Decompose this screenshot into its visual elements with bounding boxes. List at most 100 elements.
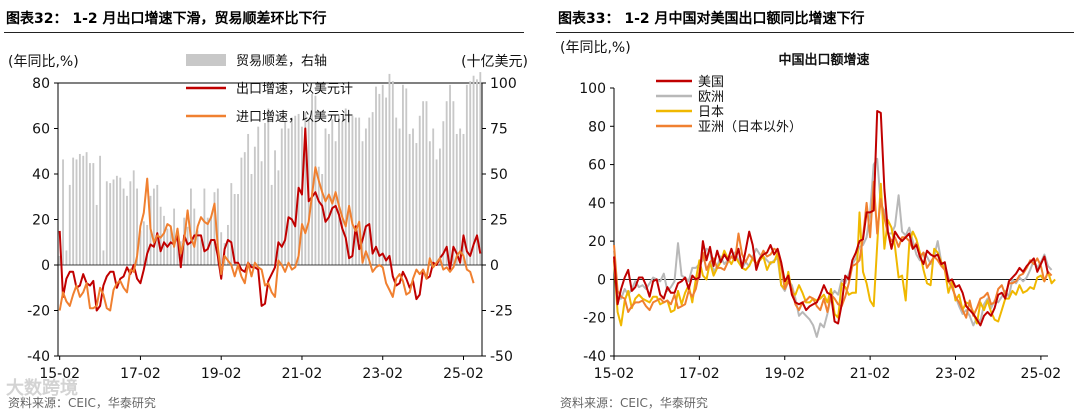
trade-balance-bar [459, 128, 462, 265]
trade-balance-bar [385, 97, 388, 265]
trade-balance-bar [469, 81, 472, 266]
series-line-3 [613, 180, 1053, 319]
y-tick-label: 80 [588, 119, 606, 135]
right-chart: (年同比,%) 中国出口额增速 -40 -20 0 20 40 60 80 100 15-02 17-… [560, 40, 1062, 382]
legend-label-line: 出口增速，以美元计 [236, 82, 353, 97]
trade-balance-bar [378, 93, 381, 265]
x-tick-label: 23-02 [362, 366, 403, 382]
trade-balance-bar [78, 153, 81, 265]
right-title-divider [556, 32, 1074, 33]
x-tick-label: 19-02 [764, 366, 805, 382]
trade-balance-bar [65, 250, 68, 265]
trade-balance-bar [152, 188, 155, 265]
trade-balance-bar [85, 152, 88, 265]
trade-balance-bar [109, 183, 112, 265]
trade-balance-bar [412, 128, 414, 265]
trade-balance-bar [159, 206, 162, 265]
trade-balance-bar [247, 133, 250, 265]
trade-balance-bar [62, 159, 64, 265]
trade-balance-bar [452, 101, 455, 265]
trade-balance-bar [364, 128, 367, 265]
trade-balance-bar [129, 181, 132, 265]
trade-balance-bar [126, 195, 128, 265]
trade-balance-bar [89, 163, 91, 265]
x-tick-label: 17-02 [120, 366, 161, 382]
trade-balance-bar [122, 188, 125, 265]
legend-label: 亚洲（日本以外） [698, 120, 802, 135]
left-chart-panel: 图表32： 1-2 月出口增速下滑，贸易顺差环比下行 -40 -20 0 20 40 60… [0, 0, 530, 414]
right-y-tick-label: 0 [490, 258, 499, 274]
trade-balance-bar [479, 72, 482, 265]
trade-balance-bar [398, 128, 401, 265]
trade-balance-bar [368, 117, 371, 265]
trade-balance-bar [331, 119, 334, 266]
right-y-tick-label: 25 [490, 213, 508, 229]
trade-balance-bar [250, 174, 253, 265]
x-tick-label: 25-02 [1021, 366, 1062, 382]
right-y-tick-label: 75 [490, 122, 508, 138]
trade-balance-bar [58, 255, 61, 265]
trade-balance-bar [240, 157, 243, 265]
trade-balance-bar [264, 123, 266, 265]
trade-balance-bar [408, 133, 411, 265]
trade-balance-bar [314, 95, 317, 265]
trade-balance-bar [338, 115, 340, 265]
left-y-tick-label: -40 [27, 349, 50, 365]
trade-balance-bar [358, 117, 361, 265]
trade-balance-bar [472, 75, 475, 265]
watermark: 大数跨境 [6, 378, 78, 399]
trade-balance-bar [169, 228, 172, 265]
trade-balance-bar [405, 88, 408, 266]
trade-balance-bar [348, 113, 350, 265]
trade-balance-bar [361, 141, 364, 265]
trade-balance-bar [294, 115, 297, 265]
left-y-tick-label: 20 [32, 213, 50, 229]
trade-balance-bar [415, 143, 418, 265]
import-growth-line [58, 166, 475, 312]
x-tick-label: 15-02 [39, 366, 80, 382]
trade-balance-bar [203, 188, 206, 265]
trade-balance-bar [476, 79, 478, 265]
trade-balance-bar [432, 128, 435, 265]
chart-title: 中国出口额增速 [778, 52, 869, 68]
trade-balance-bar [321, 174, 324, 265]
trade-balance-bar [402, 84, 404, 265]
trade-balance-bar [176, 232, 179, 265]
trade-balance-bar [99, 155, 101, 265]
y-tick-label: 40 [588, 196, 606, 212]
trade-balance-bar [395, 117, 398, 265]
right-axis-unit: (十亿美元) [461, 54, 528, 70]
left-source-note: 资料来源：CEIC，华泰研究 [8, 396, 156, 410]
trade-balance-bar [445, 101, 448, 265]
trade-balance-bar [462, 133, 465, 265]
trade-balance-bar [82, 155, 85, 265]
left-axis-unit: (年同比,%) [8, 54, 79, 70]
trade-balance-bar [284, 121, 287, 265]
right-y-tick-label: -25 [490, 304, 513, 320]
trade-balance-bar [132, 170, 135, 265]
trade-balance-bar [428, 141, 431, 265]
y-tick-label: 100 [579, 81, 606, 97]
trade-balance-bar [280, 128, 283, 265]
left-chart: -40 -20 0 20 40 60 80 -50 -25 0 25 50 75 100 15-02 17-0… [8, 54, 528, 382]
trade-balance-bar [287, 128, 290, 265]
left-y-tick-label: -20 [27, 304, 50, 320]
trade-balance-bar [216, 188, 219, 265]
trade-balance-bar [418, 115, 421, 265]
y-tick-label: 60 [588, 158, 606, 174]
x-tick-label: 15-02 [594, 366, 635, 382]
trade-balance-bar [139, 230, 142, 265]
trade-balance-bar [274, 150, 276, 265]
x-tick-label: 19-02 [201, 366, 242, 382]
legend-label: 欧洲 [698, 90, 724, 105]
axis-unit: (年同比,%) [560, 40, 631, 56]
trade-balance-bar [142, 221, 145, 265]
trade-balance-bar [200, 239, 202, 265]
trade-balance-bar [163, 215, 165, 265]
trade-balance-bar [375, 86, 377, 265]
trade-balance-bar [388, 73, 391, 266]
trade-balance-bar [442, 121, 445, 265]
trade-balance-bar [311, 93, 313, 265]
y-tick-label: -20 [583, 311, 606, 327]
x-tick-label: 17-02 [679, 366, 720, 382]
